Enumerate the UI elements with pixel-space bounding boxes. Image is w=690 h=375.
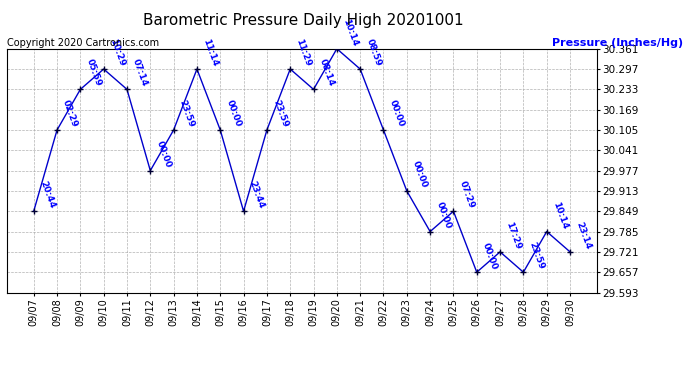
Text: 23:59: 23:59 [271, 99, 289, 129]
Text: 23:14: 23:14 [574, 220, 593, 251]
Text: 02:29: 02:29 [61, 99, 79, 129]
Text: 11:29: 11:29 [295, 38, 313, 68]
Text: 05:59: 05:59 [84, 58, 103, 88]
Text: Copyright 2020 Cartronics.com: Copyright 2020 Cartronics.com [7, 38, 159, 48]
Text: 23:59: 23:59 [528, 241, 546, 271]
Text: 07:14: 07:14 [131, 58, 150, 88]
Text: 17:29: 17:29 [504, 220, 522, 251]
Text: 20:44: 20:44 [38, 180, 56, 210]
Text: 08:14: 08:14 [317, 58, 336, 88]
Text: Barometric Pressure Daily High 20201001: Barometric Pressure Daily High 20201001 [144, 13, 464, 28]
Text: 07:29: 07:29 [457, 180, 476, 210]
Text: 00:00: 00:00 [155, 140, 172, 169]
Text: 10:14: 10:14 [551, 200, 569, 230]
Text: 10:29: 10:29 [108, 38, 126, 68]
Text: 00:00: 00:00 [411, 160, 429, 189]
Text: 23:44: 23:44 [248, 180, 266, 210]
Text: 00:00: 00:00 [224, 99, 242, 129]
Text: Pressure (Inches/Hg): Pressure (Inches/Hg) [552, 38, 683, 48]
Text: 11:14: 11:14 [201, 38, 219, 68]
Text: 00:00: 00:00 [481, 241, 499, 271]
Text: 10:14: 10:14 [341, 17, 359, 47]
Text: 00:00: 00:00 [434, 201, 453, 230]
Text: 23:59: 23:59 [178, 99, 196, 129]
Text: 08:59: 08:59 [364, 38, 382, 68]
Text: 00:00: 00:00 [388, 99, 406, 129]
